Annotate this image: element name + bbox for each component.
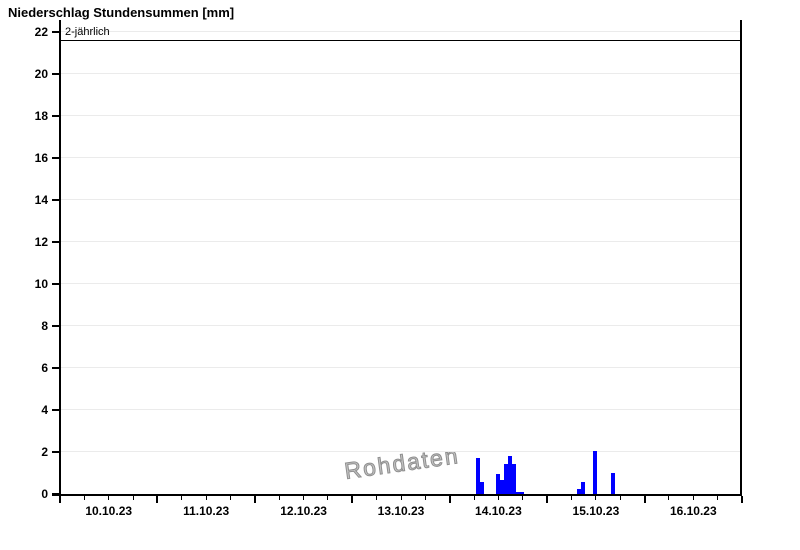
x-tick-minor	[473, 496, 475, 500]
gridline-y-22	[61, 31, 741, 32]
y-tick	[52, 283, 60, 285]
precip-bar	[504, 464, 509, 494]
chart-title: Niederschlag Stundensummen [mm]	[8, 5, 235, 20]
gridline-y-12	[61, 241, 741, 242]
x-tick-minor	[668, 496, 670, 500]
threshold-label: 2-jährlich	[65, 26, 110, 38]
x-tick-minor	[595, 496, 597, 500]
y-tick	[52, 73, 60, 75]
y-tick-label: 8	[41, 319, 48, 333]
gridline-y-6	[61, 367, 741, 368]
x-tick-minor	[692, 496, 694, 500]
precip-bar	[520, 492, 525, 494]
gridline-y-4	[61, 409, 741, 410]
gridline-y-14	[61, 199, 741, 200]
gridline-y-2	[61, 451, 741, 452]
y-tick-label: 22	[34, 25, 48, 39]
y-tick-label: 10	[34, 277, 48, 291]
precip-bar	[480, 482, 485, 494]
x-tick-minor	[571, 496, 572, 500]
precip-bar	[576, 489, 581, 494]
x-tick-label: 13.10.23	[377, 504, 425, 518]
x-tick-minor	[181, 496, 183, 500]
x-tick-minor	[424, 496, 426, 500]
x-tick-label: 10.10.23	[85, 504, 133, 518]
y-tick-label: 18	[34, 109, 48, 123]
y-tick-label: 0	[41, 487, 48, 501]
precip-bar	[593, 451, 598, 494]
x-tick-minor	[327, 496, 329, 500]
x-tick-minor	[278, 496, 280, 500]
x-tick-minor	[400, 496, 402, 500]
y-tick	[52, 31, 60, 33]
x-tick-major	[741, 496, 743, 503]
x-tick-label: 11.10.23	[183, 504, 230, 518]
precip-bar	[496, 474, 501, 494]
precip-bar	[516, 492, 521, 494]
threshold-line	[61, 40, 741, 41]
precip-bar	[500, 480, 505, 494]
precip-bar	[508, 456, 513, 494]
gridline-y-10	[61, 283, 741, 284]
x-tick-major	[351, 496, 354, 503]
plot-right-border	[740, 20, 742, 496]
y-tick	[52, 241, 60, 243]
x-tick-major	[59, 496, 61, 503]
x-tick-minor	[717, 496, 719, 500]
x-tick-minor	[230, 496, 231, 500]
x-tick-major	[253, 496, 256, 503]
precip-bar	[611, 473, 616, 494]
x-tick-major	[546, 496, 549, 503]
y-axis-line	[59, 20, 61, 496]
y-tick	[52, 451, 60, 453]
y-tick-label: 6	[41, 361, 48, 375]
y-tick	[52, 325, 60, 327]
x-tick-minor	[497, 496, 499, 500]
y-tick-label: 16	[34, 151, 48, 165]
y-tick	[52, 199, 60, 201]
y-tick-label: 20	[34, 67, 48, 81]
y-tick	[52, 157, 60, 159]
x-tick-label: 15.10.23	[572, 504, 620, 518]
x-tick-minor	[108, 496, 110, 500]
gridline-y-8	[61, 325, 741, 326]
y-tick	[52, 409, 60, 411]
y-tick-label: 14	[34, 193, 48, 207]
x-tick-minor	[205, 496, 207, 500]
y-tick-label: 4	[41, 403, 48, 417]
x-tick-label: 16.10.23	[669, 504, 717, 518]
gridline-y-18	[61, 115, 741, 116]
x-tick-minor	[619, 496, 621, 500]
x-tick-major	[448, 496, 451, 503]
x-tick-minor	[303, 496, 305, 500]
precip-bar	[476, 458, 481, 494]
x-tick-minor	[83, 496, 85, 500]
y-tick	[52, 115, 60, 117]
x-tick-major	[156, 496, 159, 503]
y-tick-label: 2	[41, 445, 48, 459]
gridline-y-20	[61, 73, 741, 74]
x-tick-label: 12.10.23	[280, 504, 327, 518]
x-tick-major	[643, 496, 646, 503]
x-tick-minor	[522, 496, 524, 500]
x-tick-minor	[132, 496, 134, 500]
y-tick	[52, 367, 60, 369]
y-tick	[52, 493, 60, 495]
x-tick-minor	[376, 496, 378, 500]
x-axis-line	[52, 494, 742, 496]
y-tick-label: 12	[34, 235, 48, 249]
gridline-y-16	[61, 157, 741, 158]
precip-bar	[512, 464, 517, 494]
x-tick-label: 14.10.23	[475, 504, 522, 518]
precip-bar	[580, 482, 585, 494]
